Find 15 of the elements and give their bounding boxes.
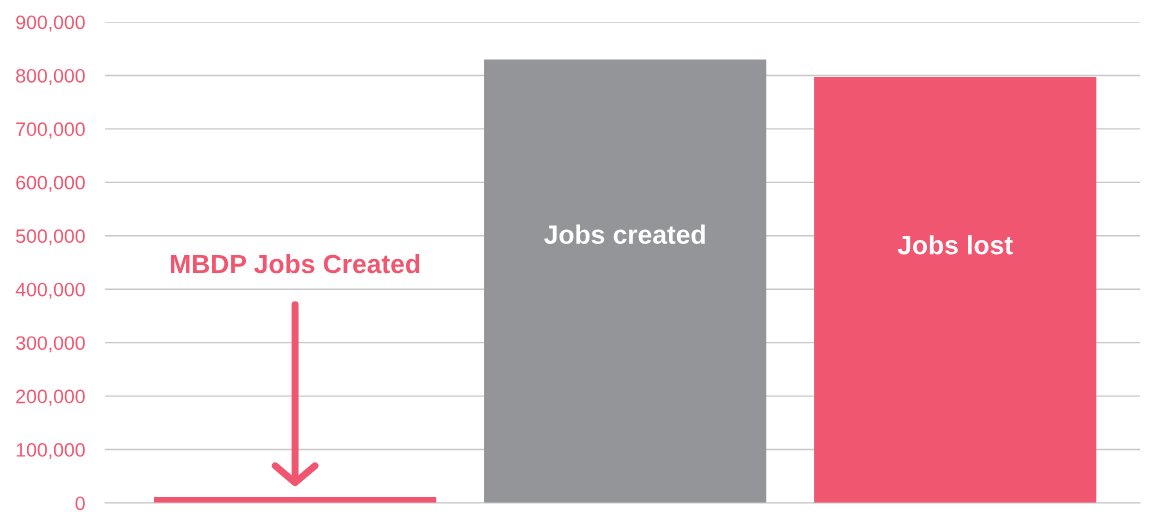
y-tick-label: 400,000 bbox=[15, 282, 85, 299]
y-tick-label: 500,000 bbox=[16, 229, 85, 246]
y-tick-label: 900,000 bbox=[16, 15, 85, 32]
y-tick-label: 200,000 bbox=[16, 389, 85, 406]
bar bbox=[484, 59, 767, 503]
y-tick-label: 300,000 bbox=[16, 336, 85, 353]
x-tick-label: Jobs created bbox=[544, 224, 705, 244]
y-tick-label: 0 bbox=[75, 496, 85, 511]
x-tick-label: Jobs lost bbox=[897, 235, 1013, 255]
y-tick-label: 700,000 bbox=[16, 122, 85, 139]
y-tick-label: 800,000 bbox=[16, 68, 85, 85]
y-tick-label: 100,000 bbox=[16, 443, 85, 460]
bar bbox=[814, 77, 1097, 503]
y-tick-label: 600,000 bbox=[16, 175, 85, 192]
x-tick-label: MBDP Jobs Created bbox=[171, 253, 420, 274]
